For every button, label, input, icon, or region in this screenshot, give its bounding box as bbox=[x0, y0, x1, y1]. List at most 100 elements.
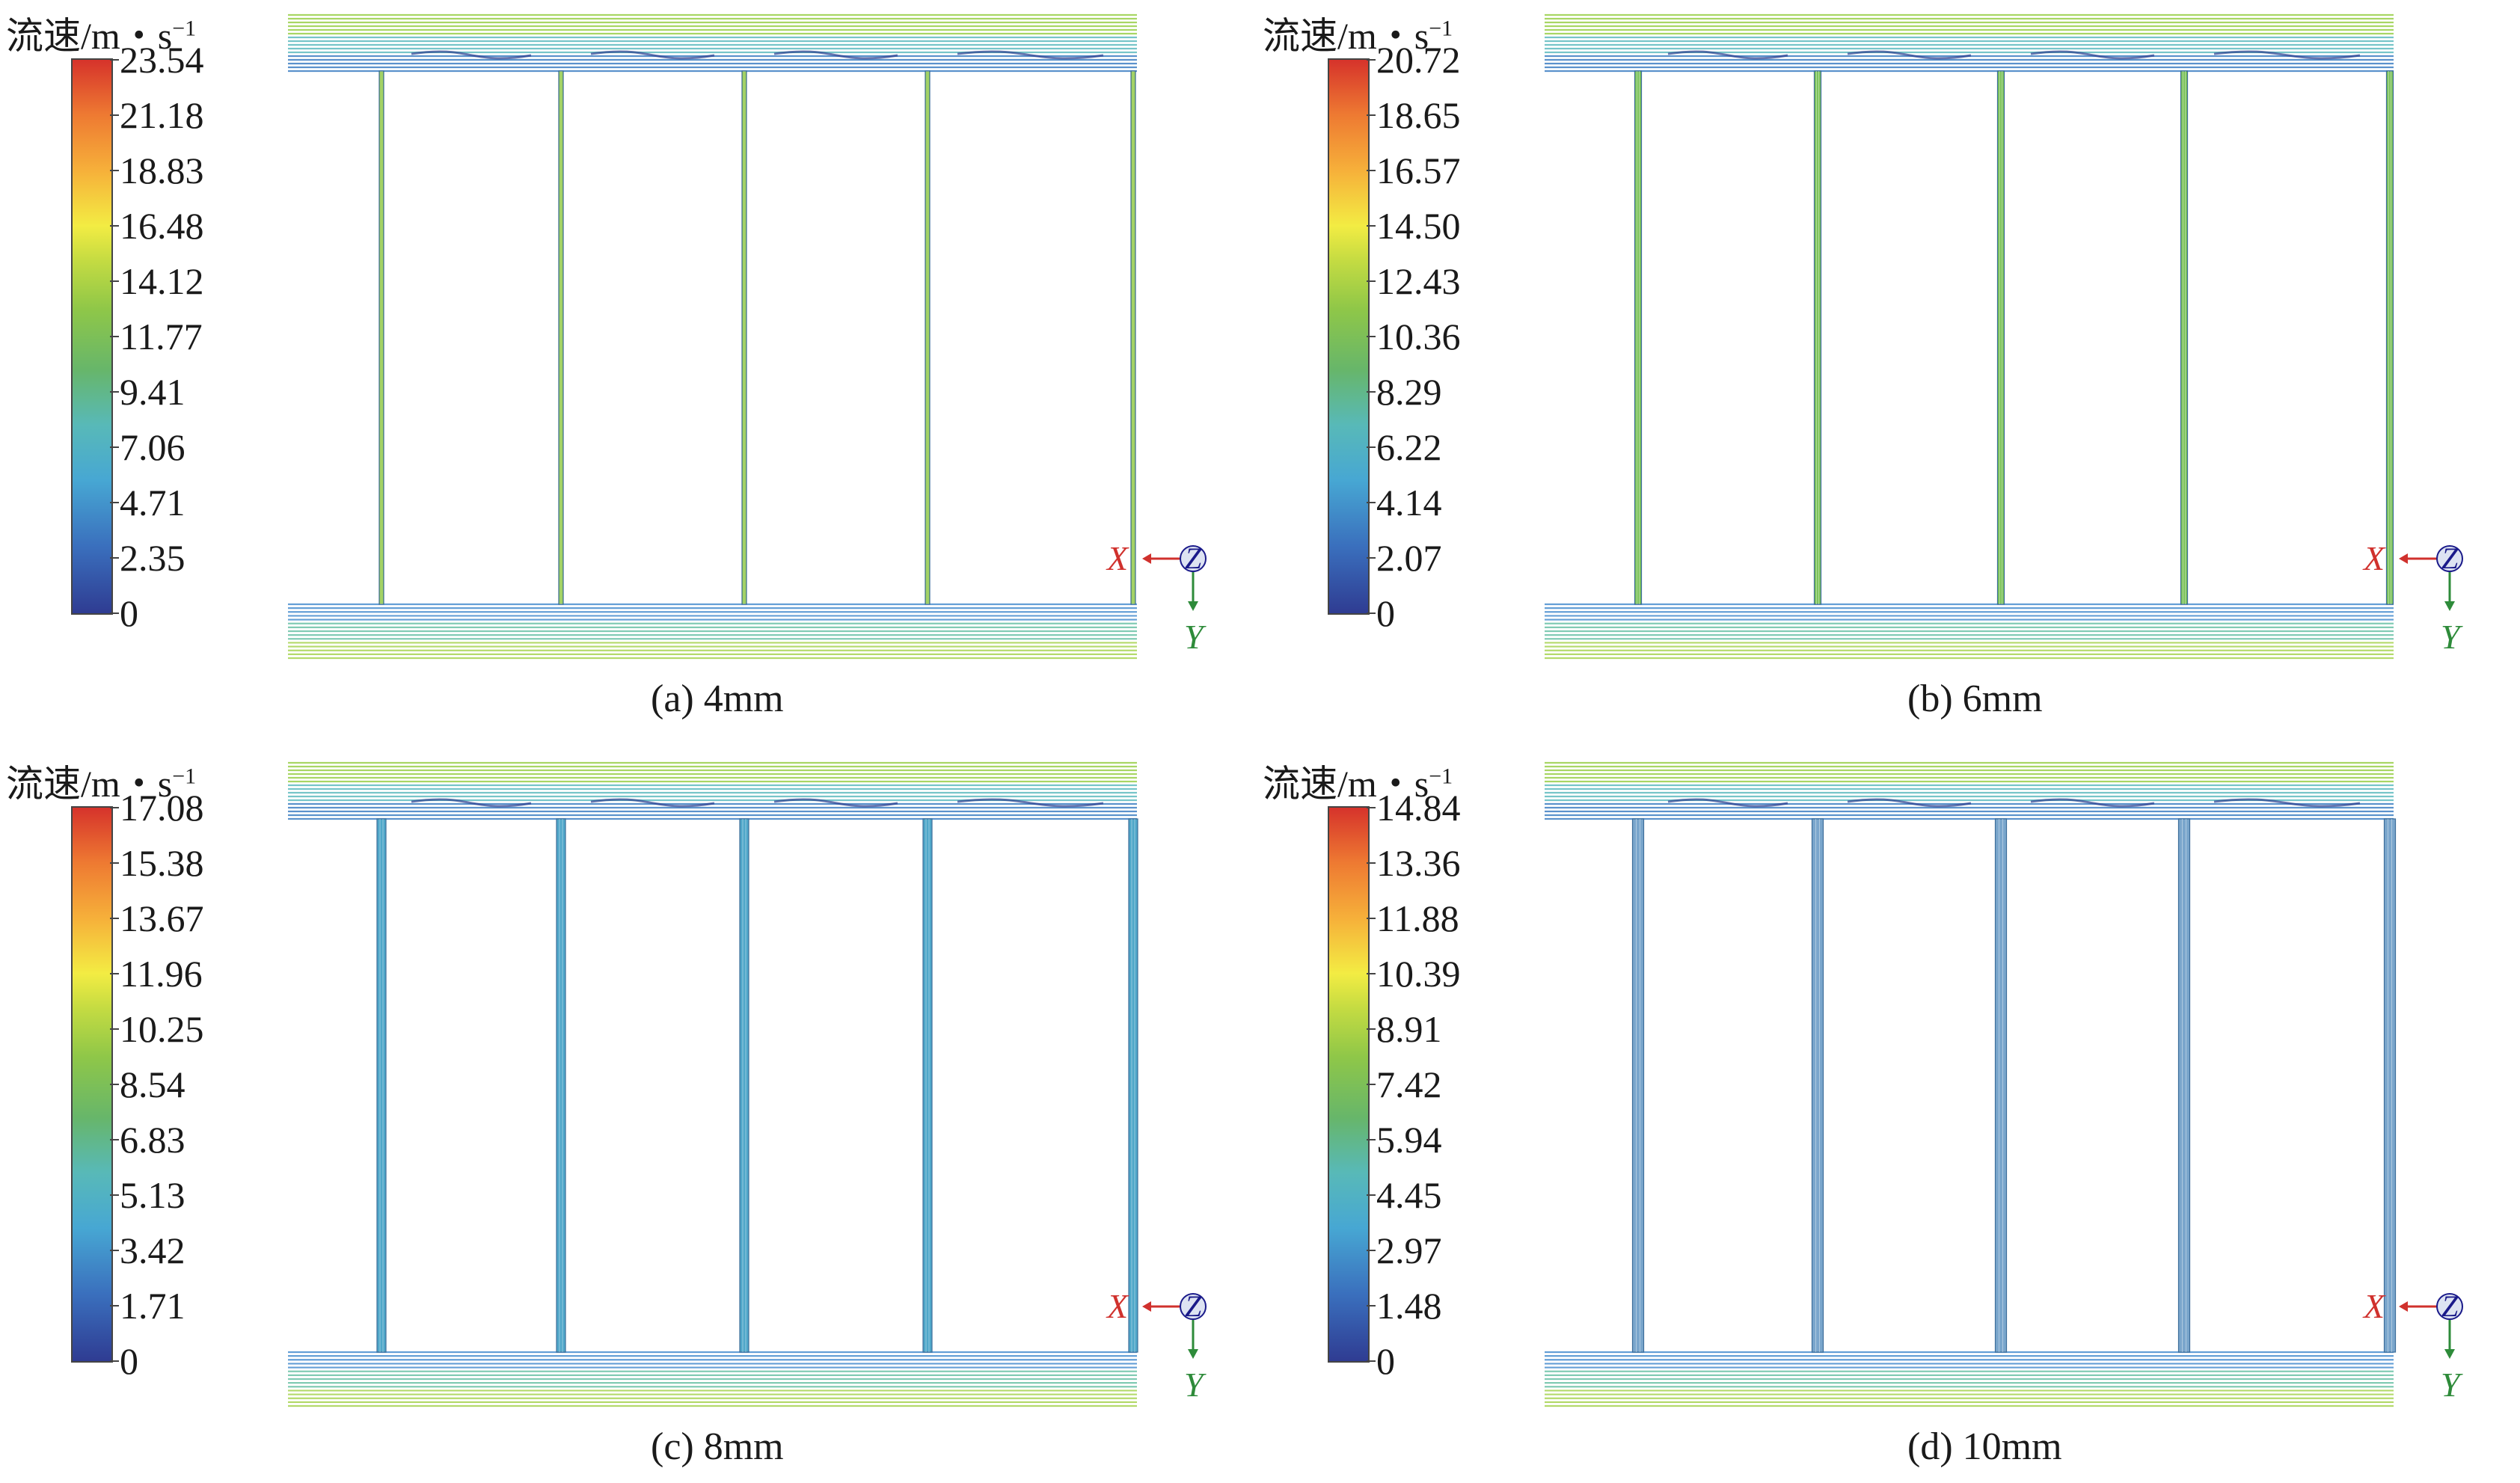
colorbar-tick-mark bbox=[1367, 1250, 1376, 1251]
colorbar-tick-mark bbox=[110, 862, 119, 864]
recirculation-swirl bbox=[2213, 798, 2361, 808]
streamline-plot: X Z Y bbox=[1545, 13, 2463, 660]
recirculation-swirl bbox=[2030, 798, 2155, 808]
colorbar-tick-label: 13.36 bbox=[1376, 842, 1461, 884]
flow-channel bbox=[558, 70, 564, 605]
flow-channel bbox=[922, 818, 933, 1353]
colorbar-tick-mark bbox=[110, 1084, 119, 1085]
flow-channel bbox=[556, 818, 566, 1353]
colorbar-gradient bbox=[1328, 58, 1370, 615]
legend-title-exponent: −1 bbox=[172, 16, 197, 41]
flow-channel bbox=[1811, 818, 1824, 1353]
flow-channels bbox=[378, 70, 1136, 605]
y-axis-arrowhead bbox=[1188, 1349, 1198, 1359]
colorbar-tick-mark bbox=[110, 1250, 119, 1251]
legend-title-exponent: −1 bbox=[1429, 764, 1453, 789]
recirculation-swirl bbox=[773, 798, 898, 808]
colorbar-tick-mark bbox=[110, 1194, 119, 1196]
colorbar-tick-mark bbox=[1367, 1084, 1376, 1085]
panel-caption: (b) 6mm bbox=[1907, 678, 2043, 720]
colorbar-tick-mark bbox=[110, 280, 119, 282]
colorbar-tick-label: 2.35 bbox=[120, 537, 186, 579]
flow-channel bbox=[741, 70, 747, 605]
flow-channels bbox=[1634, 70, 2394, 605]
x-axis-label: X bbox=[2362, 1287, 2386, 1325]
z-axis-marker bbox=[1180, 1293, 1207, 1320]
recirculation-swirl bbox=[2213, 50, 2361, 60]
colorbar-tick-label: 14.84 bbox=[1376, 787, 1461, 829]
flow-channel bbox=[1128, 818, 1138, 1353]
colorbar-tick-label: 10.25 bbox=[120, 1008, 204, 1050]
colorbar-tick-mark bbox=[1367, 114, 1376, 116]
flow-channel bbox=[925, 70, 931, 605]
colorbar-tick-mark bbox=[1367, 612, 1376, 614]
streamline-plot: X Z Y bbox=[288, 761, 1207, 1407]
colorbar-tick-label: 20.72 bbox=[1376, 39, 1461, 81]
flow-channel bbox=[739, 818, 749, 1353]
colorbar-tick-label: 18.83 bbox=[120, 150, 204, 191]
recirculation-swirl bbox=[411, 798, 532, 808]
legend-title-text: 流速/m・s bbox=[1263, 763, 1429, 805]
recirculation-swirl bbox=[2030, 50, 2155, 60]
colorbar-tick-label: 16.48 bbox=[120, 205, 204, 247]
colorbar-tick-mark bbox=[110, 1139, 119, 1140]
colorbar-tick-label: 5.94 bbox=[1376, 1119, 1442, 1161]
recirculation-swirl bbox=[957, 50, 1104, 60]
colorbar-tick-label: 4.45 bbox=[1376, 1174, 1442, 1216]
z-axis-label: Z bbox=[2441, 541, 2459, 575]
colorbar-tick-label: 21.18 bbox=[120, 94, 204, 136]
panel-caption: (a) 4mm bbox=[651, 678, 784, 720]
legend-title-exponent: −1 bbox=[172, 764, 197, 789]
colorbar-legend: 流速/m・s−1 20.72 18.65 16.57 14.50 12.43 10.36 8.… bbox=[1257, 0, 1556, 643]
colorbar-tick-mark bbox=[1367, 391, 1376, 393]
streamline-panel-a: 流速/m・s−1 23.54 21.18 18.83 16.48 14.12 11.77 9.… bbox=[0, 0, 1242, 729]
colorbar-tick-mark bbox=[1367, 59, 1376, 61]
colorbar-tick-label: 0 bbox=[120, 592, 138, 634]
colorbar-tick-mark bbox=[1367, 1360, 1376, 1362]
flow-channels bbox=[376, 818, 1138, 1353]
colorbar-tick-label: 3.42 bbox=[120, 1229, 186, 1271]
colorbar-tick-label: 6.83 bbox=[120, 1119, 186, 1161]
colorbar-tick-mark bbox=[110, 446, 119, 448]
colorbar-tick-label: 2.07 bbox=[1376, 537, 1442, 579]
y-axis-label: Y bbox=[1184, 618, 1207, 656]
y-axis-label: Y bbox=[2441, 618, 2463, 656]
y-axis-label: Y bbox=[2441, 1366, 2463, 1404]
z-axis-label: Z bbox=[1185, 541, 1202, 575]
z-axis-marker bbox=[1180, 545, 1207, 572]
colorbar-tick-mark bbox=[1367, 918, 1376, 919]
colorbar-tick-mark bbox=[1367, 170, 1376, 171]
colorbar-tick-label: 16.57 bbox=[1376, 150, 1461, 191]
colorbar-tick-label: 11.88 bbox=[1376, 897, 1459, 939]
colorbar-tick-label: 4.14 bbox=[1376, 482, 1442, 523]
flow-channel bbox=[2180, 70, 2189, 605]
colorbar-legend: 流速/m・s−1 23.54 21.18 18.83 16.48 14.12 11.77 9.… bbox=[0, 0, 299, 643]
colorbar-tick-label: 9.41 bbox=[120, 371, 186, 413]
colorbar-tick-label: 1.48 bbox=[1376, 1285, 1442, 1327]
colorbar-gradient bbox=[71, 806, 113, 1363]
inlet-manifold-streamlines bbox=[1545, 13, 2394, 73]
colorbar-legend: 流速/m・s−1 14.84 13.36 11.88 10.39 8.91 7.42 5.94… bbox=[1257, 748, 1556, 1391]
legend-title: 流速/m・s−1 bbox=[6, 754, 196, 808]
panel-caption: (c) 8mm bbox=[651, 1425, 784, 1468]
y-axis-arrowhead bbox=[2444, 601, 2455, 611]
x-axis-arrowhead bbox=[1142, 553, 1151, 564]
z-axis-label: Z bbox=[2441, 1289, 2459, 1323]
recirculation-swirl bbox=[590, 798, 715, 808]
flow-channels bbox=[1631, 818, 2397, 1353]
colorbar-tick-mark bbox=[1367, 557, 1376, 559]
colorbar-tick-label: 8.54 bbox=[120, 1063, 186, 1105]
flow-channel bbox=[1631, 818, 1645, 1353]
recirculation-swirl bbox=[1667, 798, 1788, 808]
inlet-manifold-streamlines bbox=[288, 13, 1137, 73]
colorbar-tick-mark bbox=[110, 918, 119, 919]
colorbar-tick-label: 11.77 bbox=[120, 316, 203, 357]
coordinate-axes: X Z Y bbox=[1106, 1287, 1207, 1404]
colorbar-tick-label: 0 bbox=[120, 1340, 138, 1382]
colorbar-tick-label: 10.39 bbox=[1376, 953, 1461, 995]
colorbar-tick-label: 8.29 bbox=[1376, 371, 1442, 413]
inlet-manifold-streamlines bbox=[288, 761, 1137, 820]
outlet-manifold-streamlines bbox=[1545, 603, 2394, 660]
colorbar-tick-mark bbox=[110, 1028, 119, 1030]
coordinate-axes: X Z Y bbox=[1106, 539, 1207, 656]
